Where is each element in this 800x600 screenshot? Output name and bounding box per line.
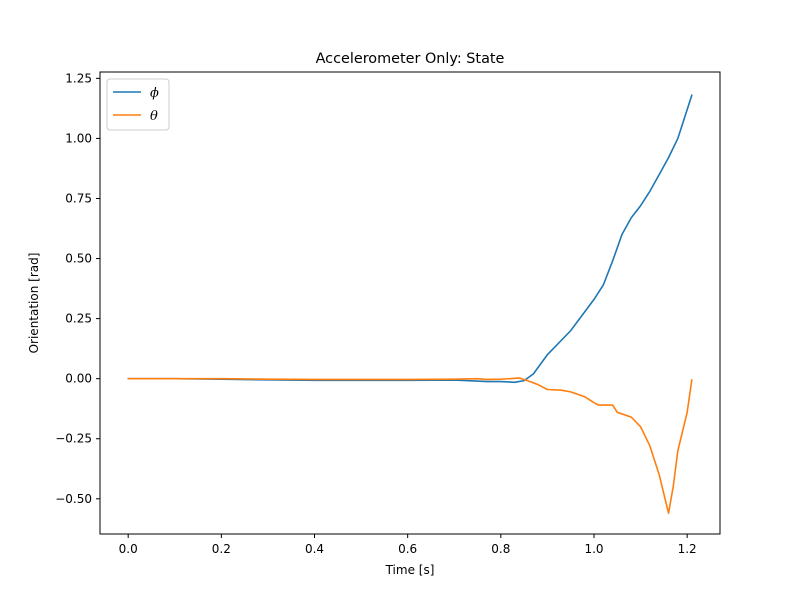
x-tick-label: 0.8 [491,542,510,556]
y-tick-label: 0.00 [65,372,92,386]
legend: ϕθ [106,78,170,131]
x-tick-label: 0.6 [398,542,417,556]
legend-label-1: θ [150,109,158,124]
x-axis-label: Time [s] [385,563,435,577]
series-line-0 [127,94,693,384]
series-layer [127,94,693,515]
x-tick-label: 0.2 [212,542,231,556]
y-tick-label: 0.75 [65,191,92,205]
x-tick-label: 1.2 [678,542,697,556]
y-tick-label: 0.25 [65,312,92,326]
y-tick-label: 1.00 [65,131,92,145]
x-tick-label: 1.0 [584,542,603,556]
series-line-1 [127,377,693,515]
y-tick-label: −0.25 [55,432,92,446]
chart-title: Accelerometer Only: State [316,51,505,67]
axes-frame [99,71,721,535]
y-axis: −0.50 −0.25 0.00 0.25 0.50 0.75 1.00 1.25 [55,71,100,506]
y-tick-label: 1.25 [65,71,92,85]
x-tick-label: 0.0 [119,542,138,556]
legend-label-0: ϕ [150,86,159,101]
x-tick-label: 0.4 [305,542,324,556]
y-tick-label: 0.50 [65,252,92,266]
y-tick-label: −0.50 [55,492,92,506]
x-axis: 0.0 0.2 0.4 0.6 0.8 1.0 1.2 [119,534,697,556]
y-axis-label: Orientation [rad] [27,253,41,354]
legend-box [106,78,170,131]
